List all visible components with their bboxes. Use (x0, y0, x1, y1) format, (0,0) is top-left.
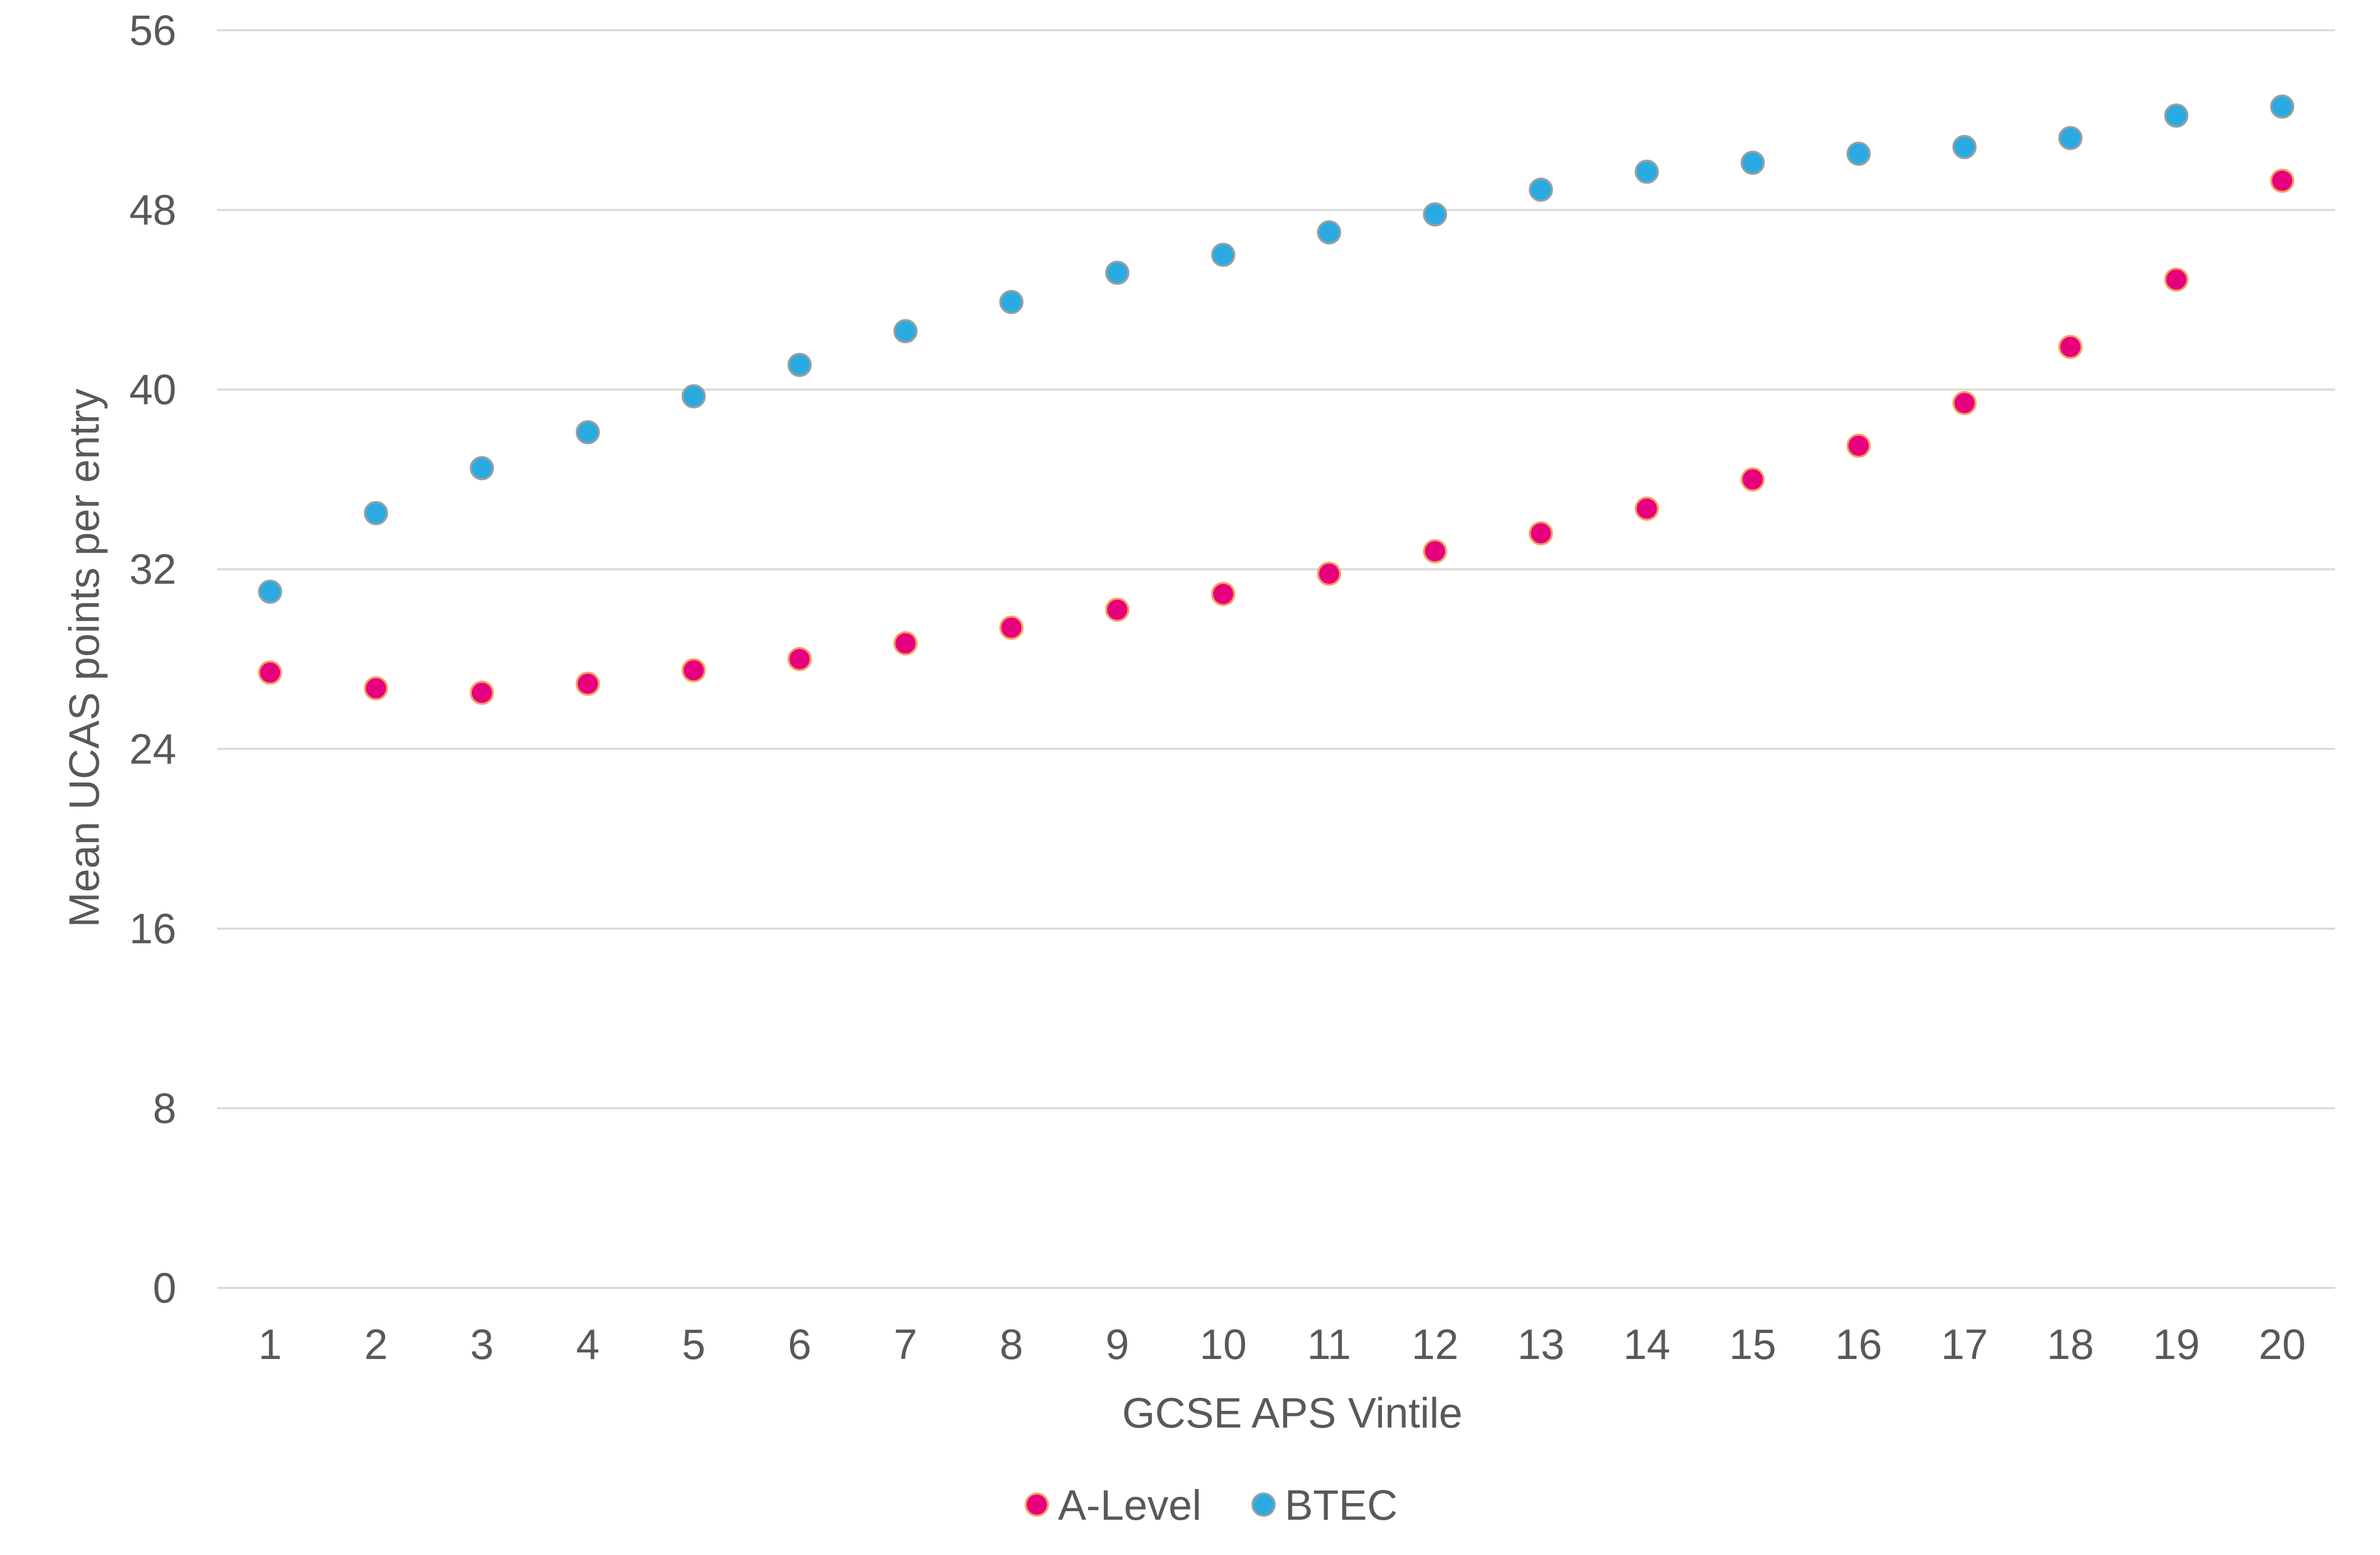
data-point (1423, 202, 1447, 227)
data-point (787, 647, 812, 671)
data-point (2164, 267, 2189, 292)
x-tick-label: 4 (576, 1321, 600, 1368)
y-axis-ticks: 0 8 16 24 32 40 48 56 (129, 7, 176, 1312)
x-tick-label: 7 (894, 1321, 917, 1368)
x-tick-label: 20 (2259, 1321, 2305, 1368)
series-a-level (258, 168, 2294, 705)
x-axis-ticks: 1 2 3 4 5 6 7 8 9 10 11 12 13 14 15 16 17 18 19 20 (258, 1321, 2306, 1368)
x-tick-label: 17 (1941, 1321, 1988, 1368)
data-point (1211, 581, 1235, 606)
data-point (1529, 177, 1553, 202)
data-point (787, 353, 812, 377)
data-point (1211, 242, 1235, 267)
data-point (1105, 261, 1130, 285)
data-point (1846, 433, 1871, 458)
data-point (1317, 220, 1342, 245)
x-tick-label: 18 (2047, 1321, 2094, 1368)
data-point (999, 615, 1024, 640)
data-point (1423, 539, 1447, 564)
data-point (1105, 597, 1130, 622)
data-point (1740, 467, 1765, 492)
data-points (258, 94, 2294, 705)
y-tick-label: 48 (129, 186, 176, 234)
x-tick-label: 12 (1412, 1321, 1459, 1368)
x-tick-label: 8 (1000, 1321, 1023, 1368)
y-tick-label: 40 (129, 366, 176, 413)
data-point (575, 420, 600, 444)
legend: A-Level BTEC (1025, 1481, 1398, 1529)
x-tick-label: 9 (1105, 1321, 1129, 1368)
x-tick-label: 3 (470, 1321, 494, 1368)
y-tick-label: 8 (153, 1084, 176, 1132)
x-tick-label: 13 (1517, 1321, 1564, 1368)
legend-marker (1251, 1493, 1276, 1517)
legend-label: BTEC (1285, 1481, 1398, 1529)
series-btec (258, 94, 2294, 604)
x-tick-label: 10 (1200, 1321, 1246, 1368)
data-point (1740, 150, 1765, 175)
data-point (681, 384, 706, 409)
data-point (2270, 168, 2294, 193)
y-tick-label: 16 (129, 905, 176, 952)
y-tick-label: 24 (129, 725, 176, 772)
y-tick-label: 32 (129, 546, 176, 593)
data-point (2058, 335, 2083, 359)
x-tick-label: 11 (1307, 1321, 1351, 1368)
x-tick-label: 19 (2153, 1321, 2200, 1368)
x-tick-label: 15 (1729, 1321, 1776, 1368)
x-tick-label: 14 (1623, 1321, 1670, 1368)
legend-label: A-Level (1058, 1481, 1202, 1529)
x-tick-label: 2 (364, 1321, 388, 1368)
data-point (258, 579, 283, 604)
data-point (470, 456, 494, 481)
y-axis-title: Mean UCAS points per entry (60, 388, 108, 927)
data-point (1317, 561, 1342, 586)
data-point (2270, 94, 2294, 119)
data-point (1952, 135, 1977, 159)
data-point (258, 660, 283, 685)
data-point (681, 658, 706, 683)
x-tick-label: 16 (1835, 1321, 1882, 1368)
data-point (1952, 391, 1977, 415)
data-point (1634, 496, 1659, 521)
x-tick-label: 1 (258, 1321, 282, 1368)
data-point (575, 672, 600, 696)
data-point (2164, 103, 2189, 128)
data-point (893, 319, 918, 344)
data-point (999, 290, 1024, 314)
data-point (1634, 159, 1659, 184)
data-point (470, 680, 494, 705)
data-point (364, 501, 388, 526)
data-point (1529, 521, 1553, 546)
data-point (893, 631, 918, 656)
x-tick-label: 6 (788, 1321, 812, 1368)
data-point (2058, 125, 2083, 150)
legend-marker (1025, 1493, 1049, 1517)
x-axis-title: GCSE APS Vintile (1122, 1389, 1462, 1437)
gridlines (217, 29, 2335, 1289)
y-tick-label: 0 (153, 1264, 176, 1312)
y-tick-label: 56 (129, 7, 176, 54)
data-point (1846, 142, 1871, 166)
x-tick-label: 5 (682, 1321, 706, 1368)
data-point (364, 676, 388, 700)
